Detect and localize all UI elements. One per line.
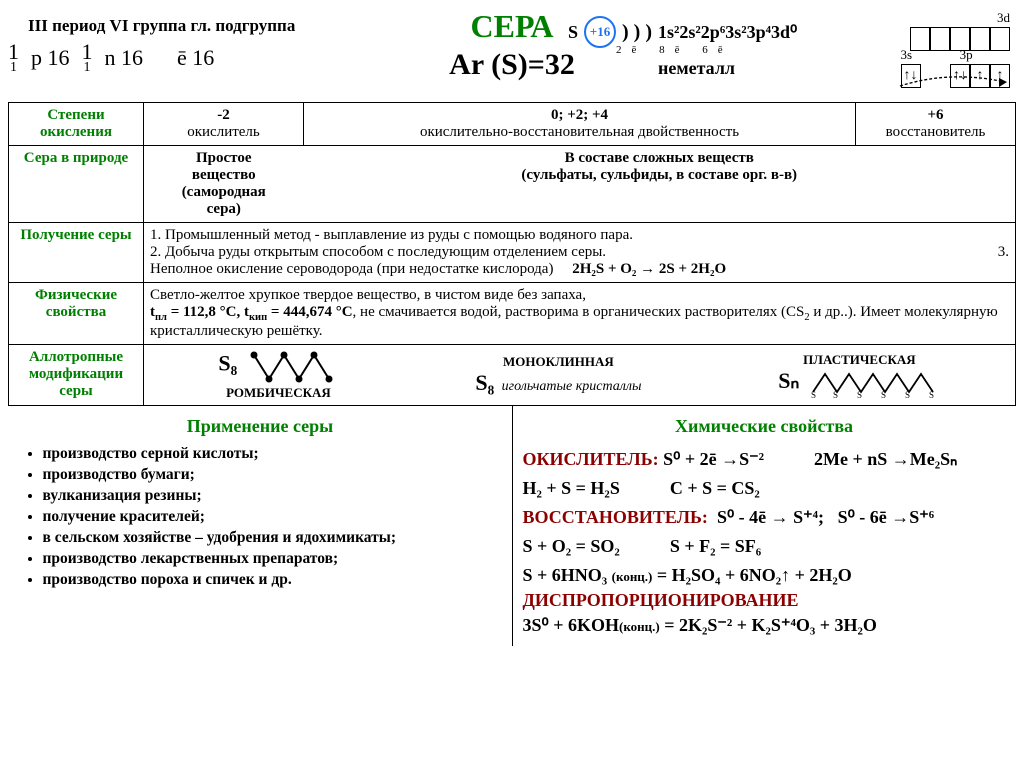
obtain-equation: 2H₂S + O₂ → 2S + 2H₂O — [572, 261, 726, 277]
svg-text:S: S — [929, 390, 934, 398]
bottom-row: Применение серы производство серной кисл… — [9, 406, 1016, 647]
chemprops-title: Химические свойства — [523, 416, 1006, 437]
nature-compound: В составе сложных веществ — [565, 150, 754, 166]
row-label-phys: Физические свойства — [9, 283, 144, 345]
reducer-label: ВОССТАНОВИТЕЛЬ: — [523, 507, 708, 527]
allo-plastic: ПЛАСТИЧЕСКАЯ Sₙ SS SS SS — [778, 352, 940, 399]
oxidizer-label: ОКИСЛИТЕЛЬ: — [523, 449, 659, 469]
allo-rhombic: S₈ РОМБИЧЕСКАЯ — [218, 349, 338, 401]
applications-block: Применение серы производство серной кисл… — [9, 406, 513, 646]
period-label: III период VI группа гл. подгруппа — [28, 16, 295, 36]
ox-minus2-role: окислитель — [150, 124, 297, 141]
application-item: вулканизация резины; — [43, 487, 502, 505]
chemprops-block: Химические свойства ОКИСЛИТЕЛЬ: S⁰ + 2ē … — [513, 406, 1016, 646]
svg-text:S: S — [905, 390, 910, 398]
row-label-obtain: Получение серы — [9, 223, 144, 283]
rx-so2: S + O₂ = SO₂ — [523, 536, 620, 557]
shell-electron-counts: 2ē 8ē 6ē — [616, 44, 733, 56]
orb-3d-label: 3d — [997, 10, 1010, 25]
row-label-allo: Аллотропные модификации серы — [9, 345, 144, 406]
physical-row: Физические свойства Светло-желтое хрупко… — [9, 283, 1016, 345]
application-item: получение красителей; — [43, 508, 502, 526]
applications-title: Применение серы — [19, 416, 502, 437]
config-string: 1s²2s²2p⁶3s²3p⁴3d⁰ — [658, 22, 797, 43]
obtain-line2: 2. Добыча руды открытым способом с после… — [150, 244, 606, 260]
ox-plus6: +6 — [862, 107, 1009, 124]
ox-general: 2Me + nS →Me₂Sₙ — [814, 449, 957, 470]
nature-simple: Простое вещество — [192, 150, 256, 183]
nucleus-charge: +16 — [584, 16, 616, 48]
red-half1: S⁰ - 4ē → S⁺⁴; — [717, 507, 824, 527]
allotropes-row: Аллотропные модификации серы S₈ РОМБИЧЕС… — [9, 345, 1016, 406]
orb-3s-label: 3s — [901, 47, 913, 62]
disproportionation-label: ДИСПРОПОРЦИОНИРОВАНИЕ — [523, 590, 1006, 611]
svg-text:S: S — [857, 390, 862, 398]
red-half2: S⁰ - 6ē →S⁺⁶ — [838, 507, 935, 527]
nature-compound-note: (сульфаты, сульфиды, в составе орг. в-в) — [521, 167, 797, 183]
svg-text:S: S — [833, 390, 838, 398]
page-title: СЕРА — [470, 8, 553, 45]
row-label-oxstates: Степени окисления — [9, 103, 144, 146]
row-label-nature: Сера в природе — [9, 146, 144, 223]
application-item: производство серной кислоты; — [43, 445, 502, 463]
nature-simple-note: (самородная сера) — [182, 184, 266, 217]
rx-sf6: S + F₂ = SF₆ — [670, 536, 761, 557]
application-item: в сельском хозяйстве – удобрения и ядохи… — [43, 529, 502, 547]
svg-text:S: S — [881, 390, 886, 398]
rx-h2s: H₂ + S = H₂S — [523, 478, 620, 499]
applications-list: производство серной кислоты; производство… — [19, 445, 502, 589]
obtain-line3: Неполное окисление сероводорода (при нед… — [150, 261, 553, 277]
electron-count: ē 16 — [177, 45, 214, 71]
plastic-icon: SS SS SS — [811, 370, 941, 398]
element-symbol: S — [568, 22, 578, 43]
obtain-line1: 1. Промышленный метод - выплавление из р… — [150, 227, 1009, 244]
obtain-row: Получение серы 1. Промышленный метод - в… — [9, 223, 1016, 283]
orbital-diagram: 3d 3s 3p ↑↓ ↑↓↑↑ — [901, 10, 1011, 88]
header-block: СЕРА III период VI группа гл. подгруппа … — [8, 8, 1016, 98]
ox-minus2: -2 — [150, 107, 297, 124]
shell-arcs: ) ) ) — [622, 21, 652, 44]
application-item: производство лекарственных препаратов; — [43, 550, 502, 568]
proton-count: p 16 — [31, 45, 70, 71]
nature-row: Сера в природе Простое вещество (самород… — [9, 146, 1016, 223]
ox-024: 0; +2; +4 — [310, 107, 849, 124]
atomic-mass: Ar (S)=32 — [449, 48, 575, 82]
svg-text:S: S — [811, 390, 816, 398]
ox-halfreaction: S⁰ + 2ē →S⁻² — [663, 449, 764, 469]
ox-024-role: окислительно-восстановительная двойствен… — [310, 124, 849, 141]
application-item: производство бумаги; — [43, 466, 502, 484]
orbital-arrow-icon — [890, 72, 1010, 90]
phys-line1: Светло-желтое хрупкое твердое вещество, … — [150, 287, 1009, 304]
phys-line2: tпл = 112,8 °С, tкип = 444,674 °С, не см… — [150, 304, 1009, 340]
nonmetal-label: неметалл — [658, 58, 735, 79]
particle-counts: 11 p 16 11 n 16 ē 16 — [8, 43, 214, 74]
neutron-count: n 16 — [105, 45, 144, 71]
rx-hno3: S + 6HNO₃ (конц.) = H₂SO₄ + 6NO₂↑ + 2H₂O — [523, 565, 1006, 586]
rx-koh: 3S⁰ + 6KOH(конц.) = 2K₂S⁻² + K₂S⁺⁴O₃ + 3… — [523, 615, 1006, 636]
rhombic-icon — [249, 349, 339, 385]
application-item: производство пороха и спичек и др. — [43, 571, 502, 589]
info-table: Степени окисления -2 окислитель 0; +2; +… — [8, 102, 1016, 646]
ox-plus6-role: восстановитель — [862, 124, 1009, 141]
rx-cs2: C + S = CS₂ — [670, 478, 760, 499]
obtain-line3-num: 3. — [998, 244, 1009, 261]
oxidation-states-row: Степени окисления -2 окислитель 0; +2; +… — [9, 103, 1016, 146]
allo-monoclinic: МОНОКЛИННАЯ S₈ игольчатые кристаллы — [475, 354, 641, 396]
orb-3p-label: 3p — [960, 47, 973, 62]
